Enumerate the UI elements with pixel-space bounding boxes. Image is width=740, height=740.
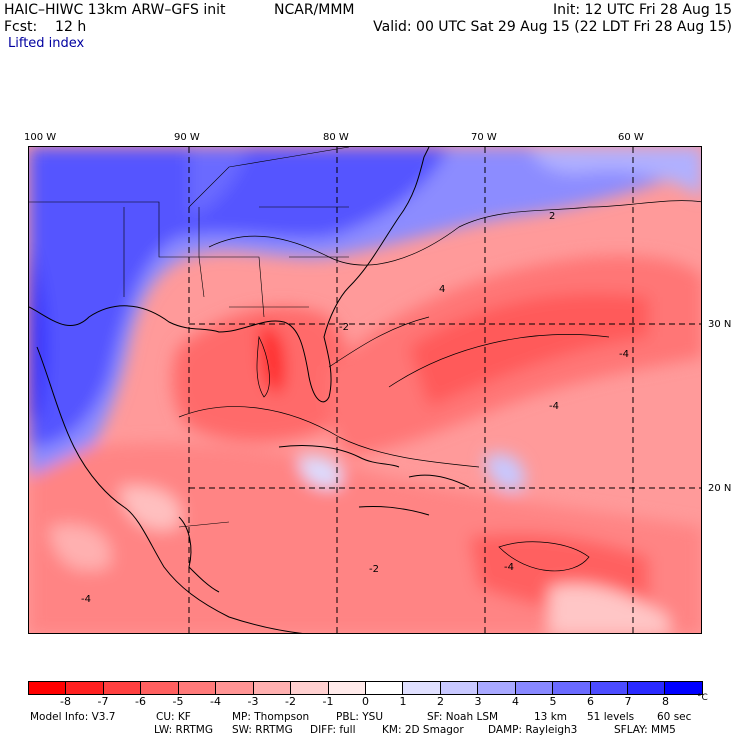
contours [178,200,701,572]
contour-label: -2 [369,564,379,575]
lat-label-20n: 20 N [708,483,732,494]
colorbar-tick-label: 0 [362,695,369,708]
lon-label-70w: 70 W [471,132,497,143]
contour-label: -4 [81,594,91,605]
colorbar-swatch [365,682,404,694]
colorbar-swatch [590,682,628,694]
colorbar-tick-label: -7 [97,695,109,708]
colorbar-swatch [29,682,67,694]
lon-label-60w: 60 W [618,132,644,143]
colorbar-tick-label: 8 [662,695,669,708]
colorbar-tick-label: -8 [60,695,71,708]
footer-model-info: Model Info: V3.7 [30,711,116,723]
colorbar-swatch [440,682,479,694]
lat-label-30n: 30 N [708,319,732,330]
colorbar-tick-label: -4 [210,695,221,708]
footer-sf: SF: Noah LSM [427,711,499,723]
colorbar-swatch [403,682,441,694]
footer-timestep: 60 sec [657,711,692,723]
footer-sflay: SFLAY: MM5 [614,724,676,736]
footer-pbl: PBL: YSU [336,711,384,723]
field-shading [29,147,701,633]
contour-label: -4 [504,562,514,573]
colorbar-swatch [553,682,591,694]
colorbar-swatch [478,682,516,694]
colorbar-swatch [141,682,179,694]
colorbar-tick-label: -2 [285,695,296,708]
colorbar-swatch [628,682,666,694]
contour-label: -4 [619,349,629,360]
footer-damp: DAMP: Rayleigh3 [488,724,578,736]
colorbar-swatch [665,682,702,694]
colorbar-swatch [178,682,217,694]
colorbar-swatch [291,682,329,694]
colorbar-tick-label: 6 [587,695,594,708]
colorbar-swatch [66,682,104,694]
colorbar-tick-label: 3 [474,695,482,708]
lon-label-80w: 80 W [323,132,349,143]
contour-label: 4 [439,284,445,295]
political-boundaries [29,147,350,528]
colorbar-tick-label: -1 [322,695,334,708]
footer-diff: DIFF: full [310,724,356,736]
field-name: Lifted index [8,36,85,51]
colorbar-swatch [216,682,254,694]
footer-cu: CU: KF [156,711,191,723]
colorbar-tick-label: 5 [549,695,557,708]
contour-label: -4 [549,401,559,412]
colorbar-tick-label: 1 [399,695,407,708]
contour-label: -2 [339,322,349,333]
valid-time: Valid: 00 UTC Sat 29 Aug 15 (22 LDT Fri … [373,19,732,35]
forecast-hour: Fcst: 12 h [4,19,87,35]
colorbar-tick-label: 7 [624,695,632,708]
lon-label-90w: 90 W [174,132,200,143]
footer-mp: MP: Thompson [232,711,310,723]
colorbar-swatch [253,682,292,694]
model-title: HAIC–HIWC 13km ARW–GFS init [4,2,226,18]
colorbar-unit: °C [697,693,708,703]
colorbar-swatch [515,682,554,694]
footer-km: KM: 2D Smagor [382,724,464,736]
footer-lw: LW: RRTMG [154,724,213,736]
graticule [188,147,701,633]
colorbar-tick-label: 2 [437,695,444,708]
footer-levels: 51 levels [587,711,635,723]
colorbar-swatch [328,682,366,694]
init-time: Init: 12 UTC Fri 28 Aug 15 [552,2,732,18]
colorbar-swatch [103,682,142,694]
colorbar-tick-label: 4 [512,695,519,708]
colorbar-tick-label: -3 [247,695,259,708]
colorbar [28,681,703,695]
lifted-index-map[interactable]: 2 4 -2 -4 -4 -4 -2 -4 [28,146,702,634]
footer-sw: SW: RRTMG [232,724,293,736]
colorbar-tick-label: -6 [135,695,146,708]
contour-label: 2 [549,211,555,222]
agency-label: NCAR/MMM [274,2,355,18]
footer-resolution: 13 km [534,711,568,723]
lon-label-100w: 100 W [24,132,57,143]
colorbar-tick-label: -5 [172,695,184,708]
